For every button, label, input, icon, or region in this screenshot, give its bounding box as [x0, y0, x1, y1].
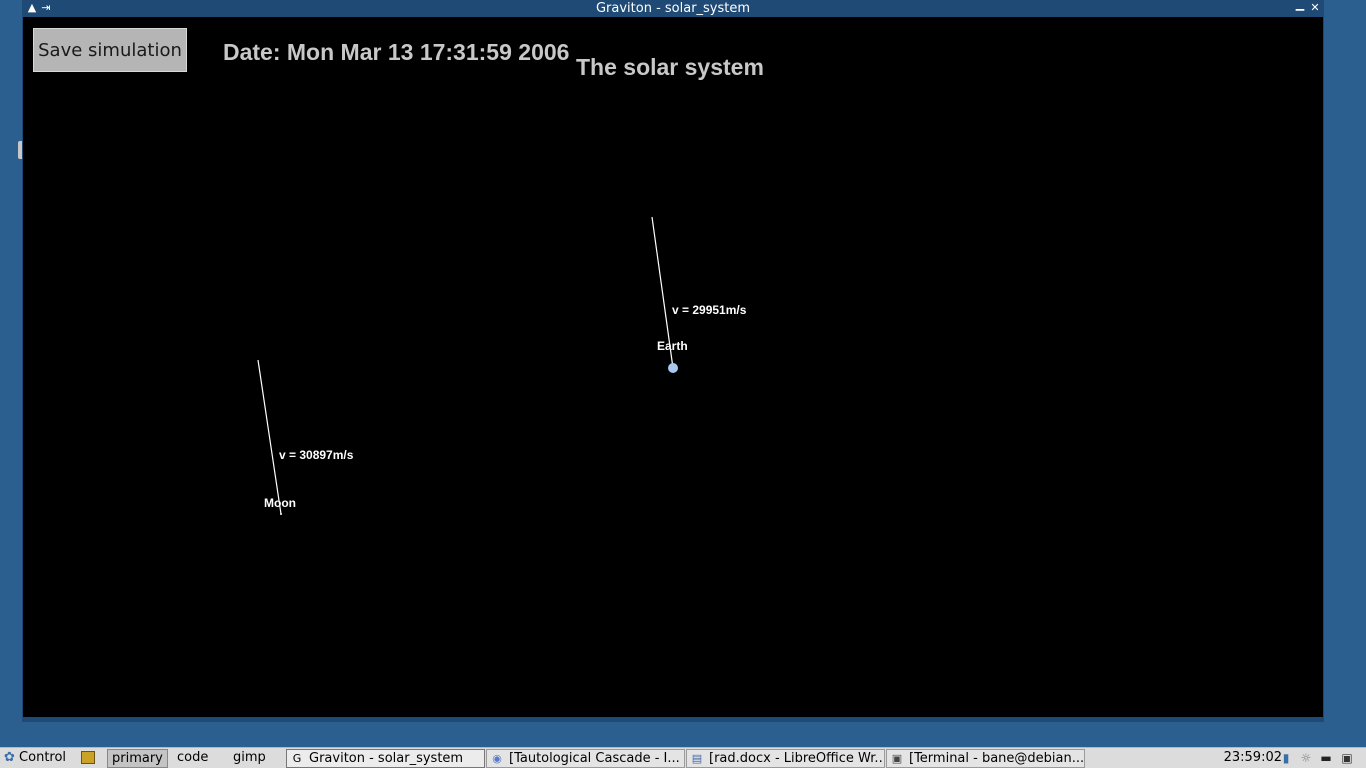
control-menu-button[interactable]: ✿ Control	[4, 748, 66, 768]
battery-icon[interactable]: ▬	[1320, 751, 1332, 765]
terminal-app-icon: ▣	[891, 752, 903, 765]
task-terminal[interactable]: ▣ [Terminal - bane@debian...	[886, 749, 1085, 768]
title-bar[interactable]: ▲ ⇥ Graviton - solar_system ▁ ✕	[22, 0, 1324, 17]
moon-label: Moon	[264, 496, 296, 510]
app-window: ▲ ⇥ Graviton - solar_system ▁ ✕ Save sim…	[22, 0, 1324, 722]
earth-velocity-vector	[651, 216, 674, 369]
close-icon[interactable]: ✕	[1310, 1, 1320, 14]
panel-handle[interactable]	[18, 141, 22, 159]
moon-body[interactable]	[280, 513, 282, 515]
taskbar: ✿ Control primary code gimp G Graviton -…	[0, 747, 1366, 768]
window-bottom-border[interactable]	[22, 717, 1324, 722]
window-title: Graviton - solar_system	[595, 1, 751, 16]
task-browser[interactable]: ◉ [Tautological Cascade - I...	[486, 749, 685, 768]
simulation-canvas[interactable]: Save simulation Date: Mon Mar 13 17:31:5…	[23, 17, 1323, 717]
task-label: Graviton - solar_system	[309, 751, 464, 766]
task-label: [Terminal - bane@debian...	[909, 751, 1085, 766]
simulation-title: The solar system	[576, 54, 764, 80]
workspace-code[interactable]: code	[177, 750, 209, 765]
save-simulation-button[interactable]: Save simulation	[33, 28, 187, 72]
earth-body[interactable]	[668, 363, 678, 373]
display-icon[interactable]: ▣	[1341, 751, 1353, 765]
graviton-app-icon: G	[292, 752, 302, 765]
earth-label: Earth	[657, 339, 688, 353]
moon-velocity-label: v = 30897m/s	[279, 448, 354, 462]
pin-icon[interactable]: ⇥	[41, 1, 51, 14]
task-libreoffice[interactable]: ▤ [rad.docx - LibreOffice Wr...	[686, 749, 885, 768]
notes-icon[interactable]	[81, 751, 95, 764]
document-app-icon: ▤	[691, 752, 703, 765]
workspace-primary[interactable]: primary	[107, 749, 168, 768]
earth-velocity-label: v = 29951m/s	[672, 303, 747, 317]
control-menu-label: Control	[19, 750, 67, 765]
network-icon[interactable]: ▮	[1282, 751, 1290, 765]
task-graviton[interactable]: G Graviton - solar_system	[286, 749, 485, 768]
gear-icon: ✿	[4, 750, 15, 765]
settings-icon[interactable]: ☼	[1300, 751, 1312, 765]
clock[interactable]: 23:59:02	[1223, 750, 1282, 765]
simulation-date: Date: Mon Mar 13 17:31:59 2006	[223, 39, 570, 65]
moon-velocity-vector	[257, 359, 282, 515]
shade-icon[interactable]: ▲	[27, 1, 37, 14]
task-label: [Tautological Cascade - I...	[509, 751, 680, 766]
browser-app-icon: ◉	[492, 752, 502, 765]
minimize-icon[interactable]: ▁	[1295, 0, 1305, 11]
task-label: [rad.docx - LibreOffice Wr...	[709, 751, 885, 766]
orbit-layer	[257, 216, 678, 515]
workspace-gimp[interactable]: gimp	[233, 750, 266, 765]
